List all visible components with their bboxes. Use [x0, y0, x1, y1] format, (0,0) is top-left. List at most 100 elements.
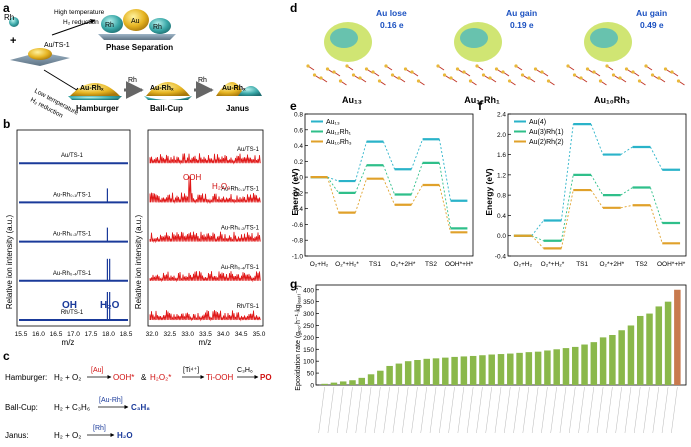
d-atom — [410, 70, 414, 74]
f-xticks: O₂+H₂ O₂*+H₂* TS1 O₂*+2H* TS2 OOH*+H* — [514, 261, 686, 268]
b-xlabel-right: m/z — [199, 338, 212, 347]
d-atom — [624, 67, 629, 71]
legend-label: Au(4) — [529, 119, 546, 126]
d-structure-name: Au₁₂Rh₁ — [464, 95, 500, 105]
b-right-tick: 34.0 — [217, 331, 230, 338]
d-atom — [364, 67, 369, 71]
d-atom — [319, 76, 323, 80]
b-right-traces — [149, 153, 261, 322]
g-bar — [562, 348, 570, 385]
d-atom — [332, 70, 336, 74]
c-h2o2-reactants: H₂ + O₂ — [54, 373, 81, 382]
g-bar — [469, 355, 477, 385]
y-tick-label: -0.2 — [292, 190, 304, 197]
x-tick-label: OOH*+H* — [657, 261, 686, 268]
phase-au-label: Au — [131, 18, 140, 25]
g-x-label-mark — [606, 386, 613, 434]
g-bar — [516, 352, 523, 385]
g-y-tick-label: 200 — [303, 335, 314, 342]
x-tick-label: OOH*+H* — [445, 261, 474, 268]
g-x-label-mark — [429, 386, 437, 434]
b-right-sample-label: Au-Rh₀.₂/TS-1 — [221, 226, 260, 232]
g-bar — [330, 382, 338, 385]
g-bar — [339, 381, 347, 385]
g-x-label-mark — [457, 386, 465, 434]
b-left-tick: 16.0 — [32, 331, 45, 338]
b-left-sample-label: Au-Rh₀.₄/TS-1 — [53, 271, 92, 277]
g-x-label-mark — [531, 386, 539, 434]
c-ballcup-reactants: H₂ + C₃H₆ — [54, 403, 90, 412]
d-atom — [384, 64, 388, 68]
panel-label-d: d — [290, 1, 297, 15]
energy-connector — [590, 189, 604, 209]
g-bar — [423, 358, 430, 385]
d-change-label: Au gain — [506, 8, 537, 18]
d-atom — [546, 79, 551, 83]
g-x-label-mark — [615, 386, 622, 434]
g-x-label-mark — [355, 386, 362, 434]
ballcup-cluster-label: Au-Rhₓ — [150, 85, 174, 92]
d-atom — [592, 70, 596, 74]
legend-label: Au₁₀Rh₃ — [326, 139, 352, 146]
energy-connector — [531, 235, 544, 249]
legend-label: Au₁₃ — [326, 119, 340, 126]
h2o2-label: H₂O₂ — [212, 182, 230, 191]
b-ylabel-right: Relative ion intensity (a.u.) — [134, 215, 143, 310]
rh-cluster-right-icon — [149, 18, 171, 34]
x-tick-label: TS1 — [369, 261, 381, 268]
g-bar — [590, 342, 598, 385]
panel-a: a Rh + Au/TS-1 High temperature H₂ reduc… — [3, 1, 262, 120]
d-atom — [455, 67, 460, 71]
panel-label-b: b — [3, 117, 10, 131]
y-tick-label: 0.2 — [294, 159, 303, 166]
g-x-label-mark — [439, 386, 446, 434]
d-atom — [514, 64, 518, 68]
d-atom — [345, 64, 349, 68]
g-ylabel: Epoxidation rate (gₚₒ·h⁻¹·kg₍ₑₐₜ₎⁻¹) — [295, 285, 302, 390]
g-bar — [497, 354, 505, 385]
g-bar — [636, 315, 644, 385]
b-left-tick: 18.0 — [102, 331, 115, 338]
d-atom — [507, 79, 512, 83]
g-x-label-mark — [476, 386, 483, 434]
d-charge-depletion — [330, 28, 358, 48]
panel-label-a: a — [3, 1, 10, 15]
g-bar — [544, 350, 551, 385]
d-change-value: 0.49 e — [640, 20, 664, 30]
g-bar — [655, 306, 663, 385]
series-Au(4) — [513, 123, 681, 237]
g-x-label-mark — [624, 386, 632, 434]
b-right-trace — [149, 309, 261, 322]
c-ooh-star: OOH* — [113, 373, 134, 382]
g-bar — [618, 330, 625, 385]
d-atom — [358, 76, 362, 80]
g-yticks: 0 50 100 150 200 250 300 350 400 — [303, 287, 319, 390]
energy-connector — [382, 165, 396, 195]
d-atom — [579, 76, 583, 80]
g-bar — [609, 335, 616, 385]
d-atom — [520, 73, 525, 77]
b-ylabel-left: Relative ion intensity (a.u.) — [5, 215, 14, 310]
hamburger-rh-layer-icon — [68, 96, 122, 100]
g-x-label-mark — [569, 386, 576, 434]
d-charge-depletion — [460, 28, 488, 48]
e-frame — [304, 113, 474, 257]
g-bar — [460, 356, 468, 385]
g-y-tick-label: 250 — [303, 323, 314, 330]
g-x-label-mark — [661, 386, 669, 434]
y-tick-label: 2.0 — [497, 132, 506, 139]
b-right-tick: 32.5 — [164, 331, 177, 338]
g-bar — [553, 349, 560, 385]
d-atom — [663, 67, 668, 71]
d-atom — [351, 73, 356, 77]
c-c3h8: C₃H₈ — [131, 403, 150, 412]
g-bar — [358, 377, 366, 385]
energy-connector — [590, 174, 604, 196]
c-ballcup-label: Ball-Cup: — [5, 403, 38, 412]
c-ti-catalyst: [Ti⁴⁺] — [183, 367, 199, 374]
b-right-frame — [147, 129, 264, 327]
energy-connector — [620, 146, 633, 155]
d-change-value: 0.19 e — [510, 20, 534, 30]
